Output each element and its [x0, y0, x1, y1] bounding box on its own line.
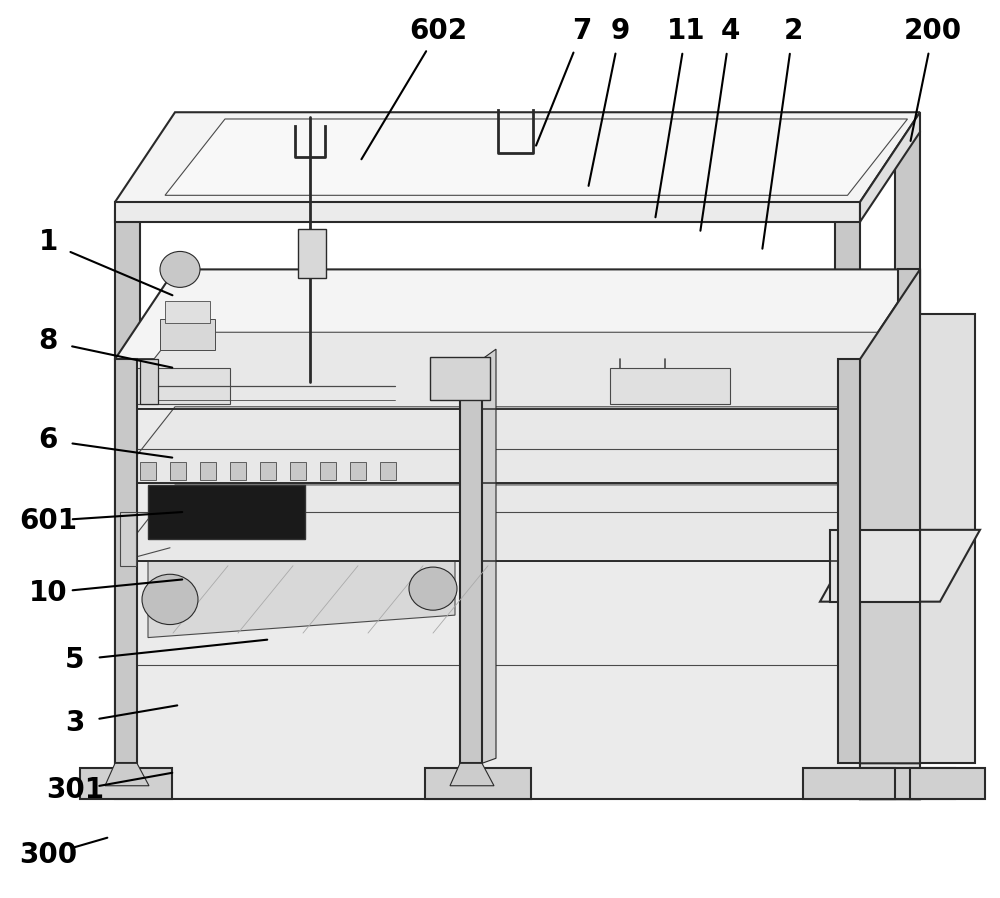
Polygon shape	[105, 763, 149, 786]
Polygon shape	[115, 202, 860, 222]
Polygon shape	[148, 485, 305, 539]
Text: 6: 6	[38, 426, 58, 454]
Polygon shape	[460, 359, 482, 763]
Polygon shape	[860, 112, 920, 222]
Text: 11: 11	[667, 17, 705, 46]
Bar	[120, 512, 136, 566]
Polygon shape	[115, 407, 920, 483]
Polygon shape	[820, 530, 980, 602]
Polygon shape	[115, 269, 920, 359]
Bar	[230, 462, 246, 480]
Text: 4: 4	[720, 17, 740, 46]
Circle shape	[142, 575, 198, 625]
Bar	[165, 301, 210, 323]
Text: 10: 10	[29, 578, 67, 607]
Bar	[863, 768, 955, 799]
Text: 602: 602	[409, 17, 467, 46]
Bar	[425, 768, 531, 799]
Text: 7: 7	[572, 17, 592, 46]
Bar	[320, 462, 336, 480]
Polygon shape	[115, 359, 860, 799]
Bar	[610, 368, 730, 404]
Polygon shape	[860, 269, 920, 799]
Text: 2: 2	[783, 17, 803, 46]
Text: 8: 8	[38, 327, 58, 356]
Bar	[380, 462, 396, 480]
Polygon shape	[895, 132, 920, 359]
Polygon shape	[115, 112, 920, 202]
Bar	[135, 368, 230, 404]
Polygon shape	[898, 269, 920, 763]
Bar	[170, 462, 186, 480]
Text: 5: 5	[65, 646, 85, 674]
Bar	[140, 359, 158, 404]
Polygon shape	[115, 359, 137, 763]
Bar	[910, 768, 985, 799]
Polygon shape	[835, 211, 860, 359]
Bar	[260, 462, 276, 480]
Polygon shape	[148, 561, 455, 638]
Polygon shape	[482, 349, 496, 763]
Bar	[160, 319, 215, 350]
Polygon shape	[115, 485, 920, 561]
Polygon shape	[838, 359, 860, 763]
Bar	[298, 229, 326, 278]
Text: 1: 1	[38, 228, 58, 257]
Bar	[290, 462, 306, 480]
Polygon shape	[115, 332, 920, 409]
Polygon shape	[920, 314, 975, 763]
Bar	[350, 462, 366, 480]
Text: 3: 3	[65, 709, 85, 737]
Text: 9: 9	[610, 17, 630, 46]
Bar	[80, 768, 172, 799]
Text: 301: 301	[46, 776, 104, 805]
Bar	[200, 462, 216, 480]
Circle shape	[160, 251, 200, 287]
Bar	[430, 357, 490, 400]
Bar	[140, 462, 156, 480]
Polygon shape	[115, 211, 140, 359]
Text: 601: 601	[19, 506, 77, 535]
Polygon shape	[165, 119, 908, 196]
Circle shape	[409, 568, 457, 611]
Text: 200: 200	[904, 17, 962, 46]
Polygon shape	[450, 763, 494, 786]
Polygon shape	[860, 269, 920, 763]
Bar	[803, 768, 895, 799]
Bar	[830, 530, 920, 602]
Text: 300: 300	[19, 841, 77, 869]
